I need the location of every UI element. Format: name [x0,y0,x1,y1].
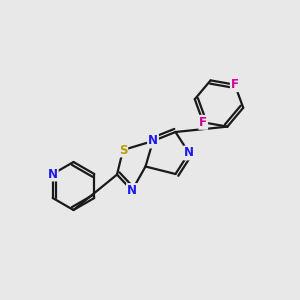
Text: N: N [48,167,58,181]
Text: F: F [231,78,239,91]
Text: N: N [127,184,137,197]
Text: N: N [184,146,194,160]
Text: N: N [148,134,158,148]
Text: S: S [119,143,127,157]
Text: F: F [199,116,207,129]
